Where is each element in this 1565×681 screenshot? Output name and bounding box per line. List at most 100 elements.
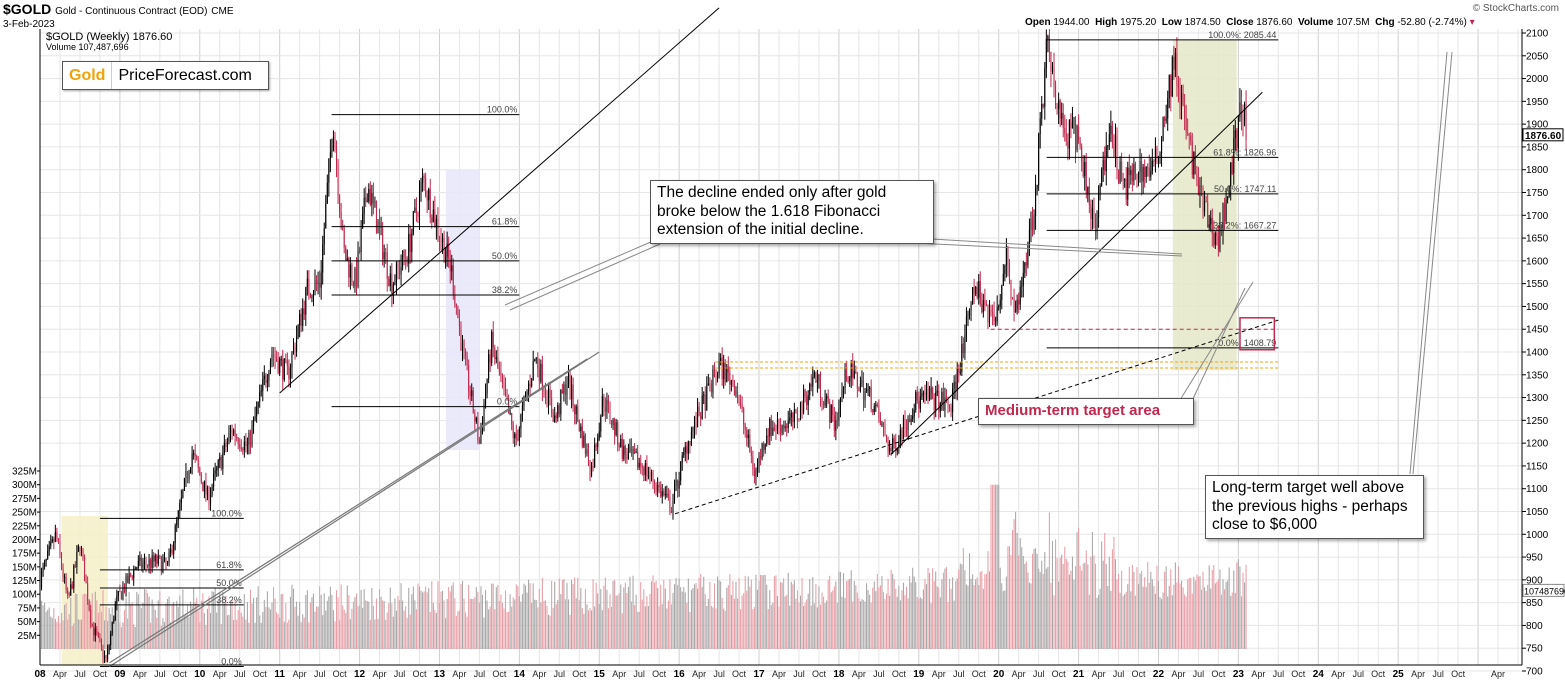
volume-bar [503,608,505,649]
candle-body [332,136,334,151]
price-tick-label: 950 [1526,553,1543,564]
volume-bar [211,591,213,649]
candle-body [594,444,596,467]
volume-bar [461,580,464,649]
volume-bar [552,607,554,649]
candle-body [1005,246,1007,266]
volume-bar [855,585,857,649]
candle-body [254,416,256,419]
candle-body [693,417,696,429]
candle-body [709,383,711,385]
candle-body [156,555,158,564]
candle-body [382,226,384,260]
candle-body [331,150,333,153]
volume-tick-label: 50M [18,617,37,628]
volume-bar [753,607,755,649]
volume-bar [1105,563,1107,649]
candle-body [580,426,582,432]
candle-body [1216,232,1218,237]
candle-body [405,257,407,259]
candle-body [320,272,322,288]
candle-body [446,243,448,257]
volume-bar [538,588,540,649]
candle-body [650,471,653,476]
fib-label: 100.0% [211,508,242,518]
volume-bar [895,588,897,649]
volume-bar [168,596,170,649]
candle-body [107,650,109,660]
volume-bar [660,584,662,649]
candle-body [1124,179,1126,181]
volume-bar [445,618,447,649]
volume-bar [319,586,321,649]
candle-body [921,393,923,397]
volume-bar [1116,579,1118,649]
candle-body [839,397,841,409]
fib-label: 61.8%: 1826.96 [1213,147,1276,157]
volume-bar [1118,573,1120,649]
volume-bar [452,582,454,649]
volume-bar [225,595,227,649]
candle-body [280,359,282,361]
candle-body [400,267,402,275]
candle-body [681,455,683,463]
volume-bar [82,594,84,649]
chart-grid [39,29,1522,672]
volume-bar [996,484,998,649]
volume-bar [839,571,841,649]
volume-bar [597,593,599,649]
volume-bar [961,564,963,649]
candle-body [995,321,997,323]
candle-body [1087,186,1089,195]
volume-bar [1224,589,1226,649]
volume-bar [73,623,75,649]
candle-body [1182,93,1184,106]
year-tick-label: 15 [594,669,606,680]
candle-body [761,443,763,459]
volume-bar [131,602,133,649]
volume-bar [563,579,565,649]
candle-body [892,438,894,452]
volume-bar [1148,582,1150,649]
candle-body [610,420,613,425]
candle-body [222,453,224,469]
volume-bar [60,612,63,649]
candle-body [441,237,444,242]
candle-body [644,463,646,476]
month-tick-label: Oct [333,669,348,679]
volume-bar [385,619,387,649]
candle-body [718,361,720,374]
candle-body [1064,128,1066,134]
candle-body [649,475,651,477]
volume-bar [280,594,282,649]
volume-bar [127,618,129,649]
volume-bar [704,594,706,649]
volume-bar [727,585,729,649]
volume-bar [617,595,619,649]
volume-bar [1048,512,1050,649]
volume-bar [916,596,918,649]
volume-bar [629,576,631,649]
price-tick-label: 2050 [1526,51,1549,62]
volume-bar [610,607,613,649]
candle-body [658,484,660,488]
candle-body [818,374,820,381]
volume-bar [1102,560,1104,649]
candle-body [173,542,175,554]
candle-body [166,561,169,564]
candle-body [159,555,161,557]
candle-body [110,634,112,646]
candle-body [388,278,390,287]
candle-body [869,387,871,390]
candle-body [666,493,668,495]
candle-body [469,391,471,397]
volume-bar [388,603,390,649]
volume-bar [87,602,89,649]
price-tick-label: 1800 [1526,165,1549,176]
volume-bar [316,606,318,649]
candle-body [1031,218,1034,230]
candle-body [497,357,499,369]
volume-bar [143,589,146,649]
last-volume-label: 107487696 [1524,586,1565,596]
volume-bar [910,582,912,649]
